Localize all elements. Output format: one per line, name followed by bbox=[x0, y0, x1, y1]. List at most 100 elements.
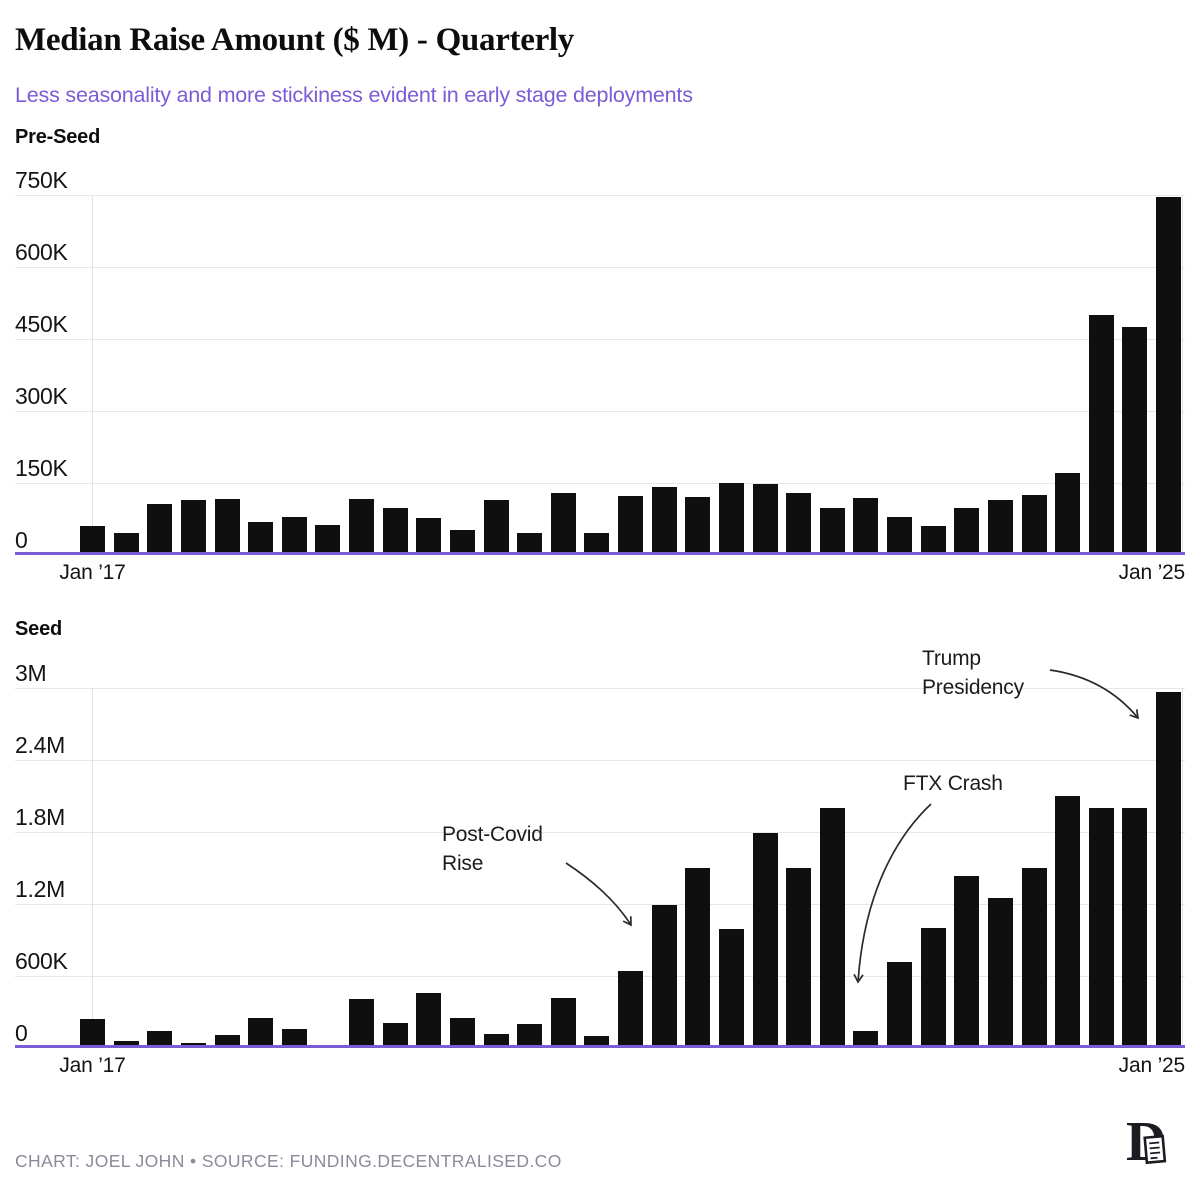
preseed-bars bbox=[80, 195, 1181, 555]
bar-2024-Q3 bbox=[1088, 315, 1114, 555]
chart-credit: CHART: JOEL JOHN • SOURCE: FUNDING.DECEN… bbox=[15, 1151, 562, 1171]
bar-2024-Q1 bbox=[1021, 495, 1047, 555]
bar-2019-Q1 bbox=[349, 498, 374, 555]
bar-2019-Q4 bbox=[449, 530, 475, 555]
bar-2018-Q3 bbox=[281, 1029, 307, 1048]
y-tick-label: 3M bbox=[15, 660, 47, 686]
bar-2024-Q4 bbox=[1122, 327, 1148, 555]
bar-2025-Q1 bbox=[1156, 197, 1181, 555]
bar-2019-Q3 bbox=[416, 992, 442, 1048]
bar-2024-Q1 bbox=[1021, 868, 1047, 1048]
page-title: Median Raise Amount ($ M) - Quarterly bbox=[15, 22, 574, 58]
bar-2017-Q3 bbox=[147, 1031, 173, 1048]
bar-2019-Q3 bbox=[416, 517, 442, 555]
bar-2017-Q4 bbox=[180, 499, 206, 555]
y-tick-label: 0 bbox=[15, 1020, 28, 1046]
annotation-post-covid-rise: Post-Covid Rise bbox=[442, 823, 543, 875]
bar-2019-Q2 bbox=[382, 508, 408, 555]
bar-2024-Q3 bbox=[1088, 808, 1114, 1048]
bar-2020-Q3 bbox=[550, 997, 576, 1048]
bar-2023-Q1 bbox=[887, 516, 912, 555]
bar-2020-Q2 bbox=[517, 533, 543, 555]
bar-2022-Q2 bbox=[786, 493, 812, 555]
bar-2022-Q1 bbox=[752, 833, 778, 1048]
bar-2023-Q2 bbox=[920, 928, 946, 1048]
preseed-plot: 750K 600K 450K 300K 150K 0 Jan ’17 Jan ’… bbox=[15, 168, 1185, 584]
bar-2018-Q1 bbox=[214, 498, 240, 555]
bar-2018-Q2 bbox=[248, 1018, 274, 1048]
x-axis-line bbox=[15, 552, 1185, 555]
y-tick-label: 0 bbox=[15, 527, 28, 553]
bar-2023-Q2 bbox=[920, 526, 946, 555]
bar-2024-Q2 bbox=[1055, 472, 1081, 555]
y-tick-label: 450K bbox=[15, 311, 68, 337]
x-tick-line-jan17 bbox=[92, 195, 93, 552]
gridline bbox=[15, 267, 1185, 268]
y-tick-label: 2.4M bbox=[15, 732, 65, 758]
bar-2023-Q4 bbox=[987, 499, 1013, 555]
bar-2020-Q3 bbox=[550, 493, 576, 555]
chart-subtitle: Less seasonality and more stickiness evi… bbox=[15, 83, 693, 107]
gridline bbox=[15, 339, 1185, 340]
bar-2023-Q4 bbox=[987, 898, 1013, 1048]
bar-2022-Q2 bbox=[786, 868, 812, 1048]
x-tick-line-jan25 bbox=[1182, 688, 1183, 1045]
x-tick-label-end: Jan ’25 bbox=[1118, 561, 1186, 584]
bar-2022-Q3 bbox=[819, 508, 845, 555]
decentralised-logo-icon: D bbox=[1126, 1111, 1166, 1172]
y-tick-label: 750K bbox=[15, 167, 68, 193]
annotation-ftx-crash: FTX Crash bbox=[903, 772, 1003, 795]
preseed-chart-title: Pre-Seed bbox=[15, 126, 101, 148]
seed-chart-title: Seed bbox=[15, 618, 63, 640]
y-tick-label: 1.8M bbox=[15, 804, 65, 830]
bar-2022-Q1 bbox=[752, 483, 778, 555]
bar-2020-Q4 bbox=[584, 533, 610, 555]
bar-2021-Q2 bbox=[651, 905, 677, 1048]
bar-2017-Q1 bbox=[80, 526, 105, 555]
bar-2017-Q1 bbox=[80, 1018, 105, 1048]
bar-2021-Q1 bbox=[618, 496, 643, 555]
bar-2021-Q1 bbox=[618, 971, 643, 1048]
y-tick-label: 600K bbox=[15, 948, 68, 974]
bar-2018-Q2 bbox=[248, 521, 274, 555]
bar-2020-Q1 bbox=[483, 1033, 509, 1048]
bar-2024-Q2 bbox=[1055, 796, 1081, 1048]
bar-2024-Q4 bbox=[1122, 808, 1148, 1048]
gridline bbox=[15, 688, 1185, 689]
bar-2025-Q1 bbox=[1156, 691, 1181, 1048]
bar-2019-Q4 bbox=[449, 1018, 475, 1048]
annotation-trump-presidency: Trump Presidency bbox=[922, 647, 1024, 699]
x-axis-line bbox=[15, 1045, 1185, 1048]
bar-2021-Q4 bbox=[718, 929, 744, 1048]
y-tick-label: 300K bbox=[15, 383, 68, 409]
gridline bbox=[15, 832, 1185, 833]
x-tick-line-jan25 bbox=[1182, 195, 1183, 552]
bar-2021-Q3 bbox=[685, 497, 711, 555]
bar-2019-Q2 bbox=[382, 1022, 408, 1048]
bar-2020-Q2 bbox=[517, 1024, 543, 1048]
gridline bbox=[15, 195, 1185, 196]
gridline bbox=[15, 483, 1185, 484]
gridline bbox=[15, 411, 1185, 412]
bar-2017-Q2 bbox=[113, 1041, 139, 1048]
bar-2020-Q1 bbox=[483, 499, 509, 555]
x-tick-label-start: Jan ’17 bbox=[59, 1054, 126, 1077]
y-tick-label: 1.2M bbox=[15, 876, 65, 902]
y-tick-label: 150K bbox=[15, 455, 68, 481]
bar-2019-Q1 bbox=[349, 999, 374, 1048]
bar-2023-Q3 bbox=[954, 876, 980, 1048]
bar-2023-Q1 bbox=[887, 962, 912, 1048]
bar-2021-Q3 bbox=[685, 868, 711, 1048]
bar-2018-Q1 bbox=[214, 1035, 240, 1048]
bar-2018-Q4 bbox=[315, 524, 341, 555]
gridline bbox=[15, 760, 1185, 761]
bar-2017-Q2 bbox=[113, 533, 139, 555]
bar-2017-Q3 bbox=[147, 503, 173, 555]
x-tick-label-end: Jan ’25 bbox=[1118, 1054, 1186, 1077]
y-tick-label: 600K bbox=[15, 239, 68, 265]
x-tick-label-start: Jan ’17 bbox=[59, 561, 126, 584]
bar-2022-Q4 bbox=[853, 1031, 879, 1048]
x-tick-line-jan17 bbox=[92, 688, 93, 1045]
seed-bars bbox=[80, 688, 1181, 1048]
